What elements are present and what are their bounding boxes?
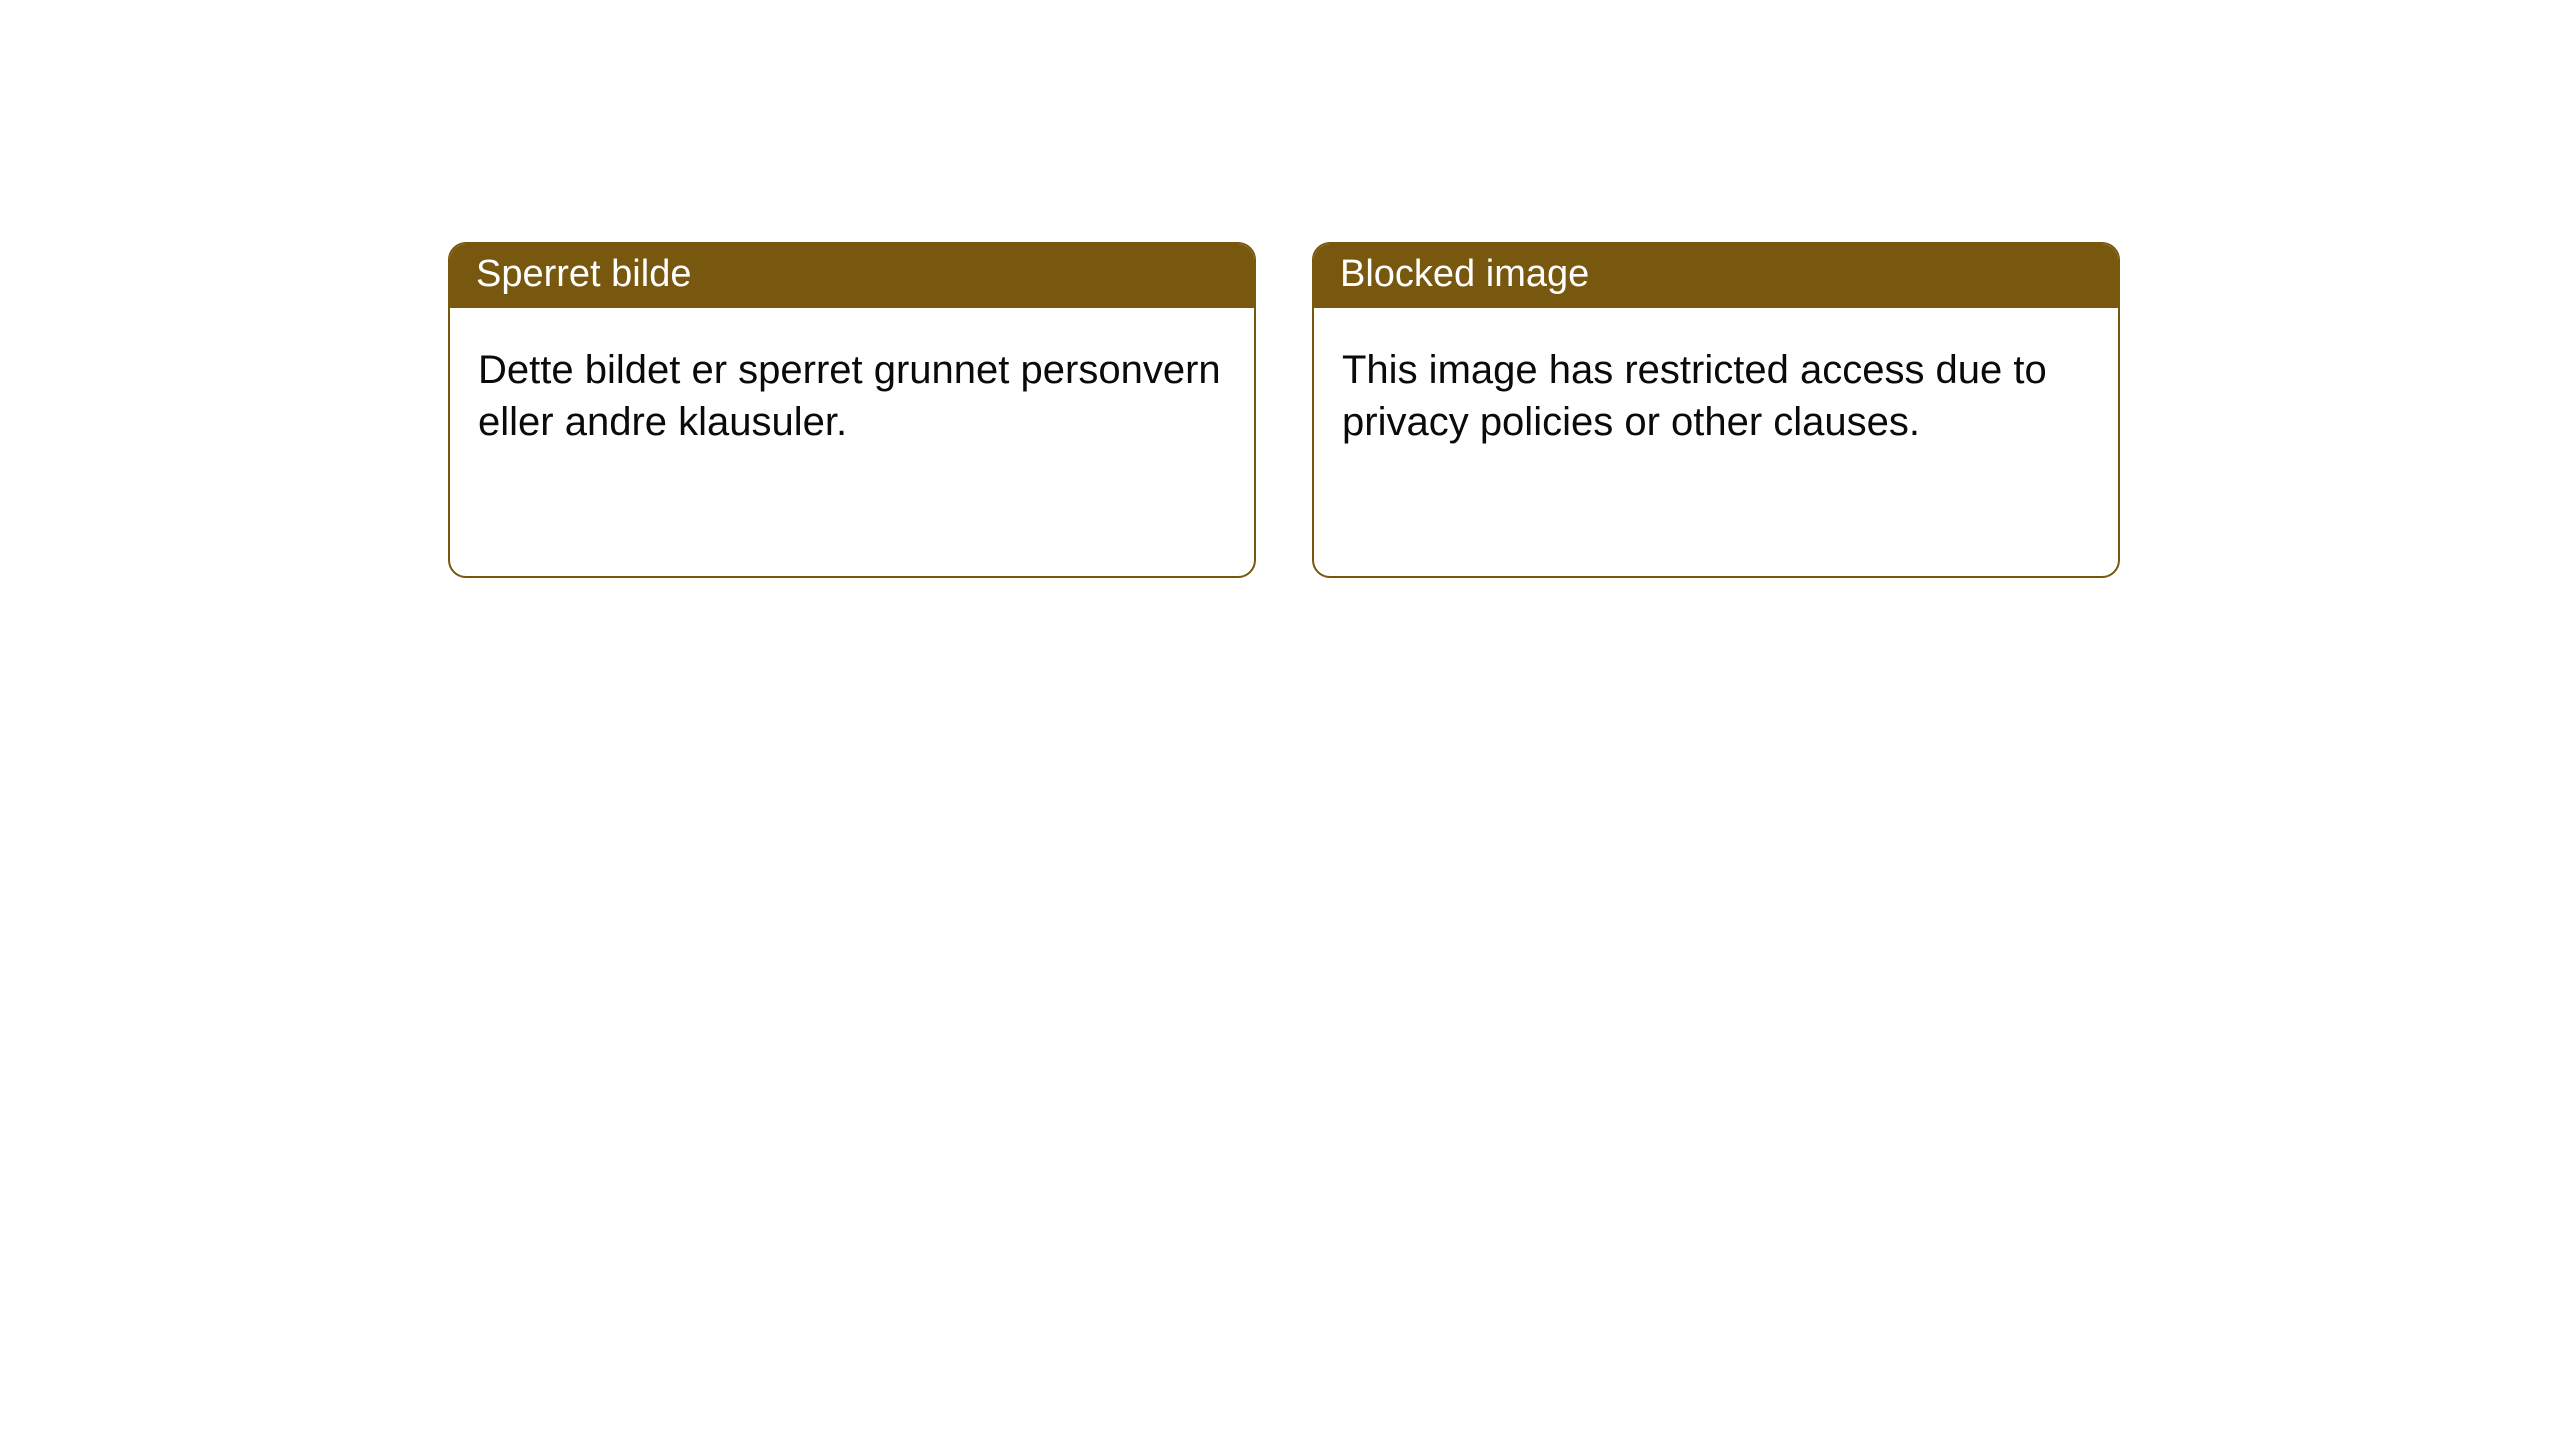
notice-container: Sperret bilde Dette bildet er sperret gr… (448, 242, 2120, 578)
notice-body-english: This image has restricted access due to … (1314, 308, 2118, 476)
notice-title-norwegian: Sperret bilde (450, 244, 1254, 308)
notice-card-english: Blocked image This image has restricted … (1312, 242, 2120, 578)
notice-body-norwegian: Dette bildet er sperret grunnet personve… (450, 308, 1254, 476)
notice-card-norwegian: Sperret bilde Dette bildet er sperret gr… (448, 242, 1256, 578)
notice-title-english: Blocked image (1314, 244, 2118, 308)
